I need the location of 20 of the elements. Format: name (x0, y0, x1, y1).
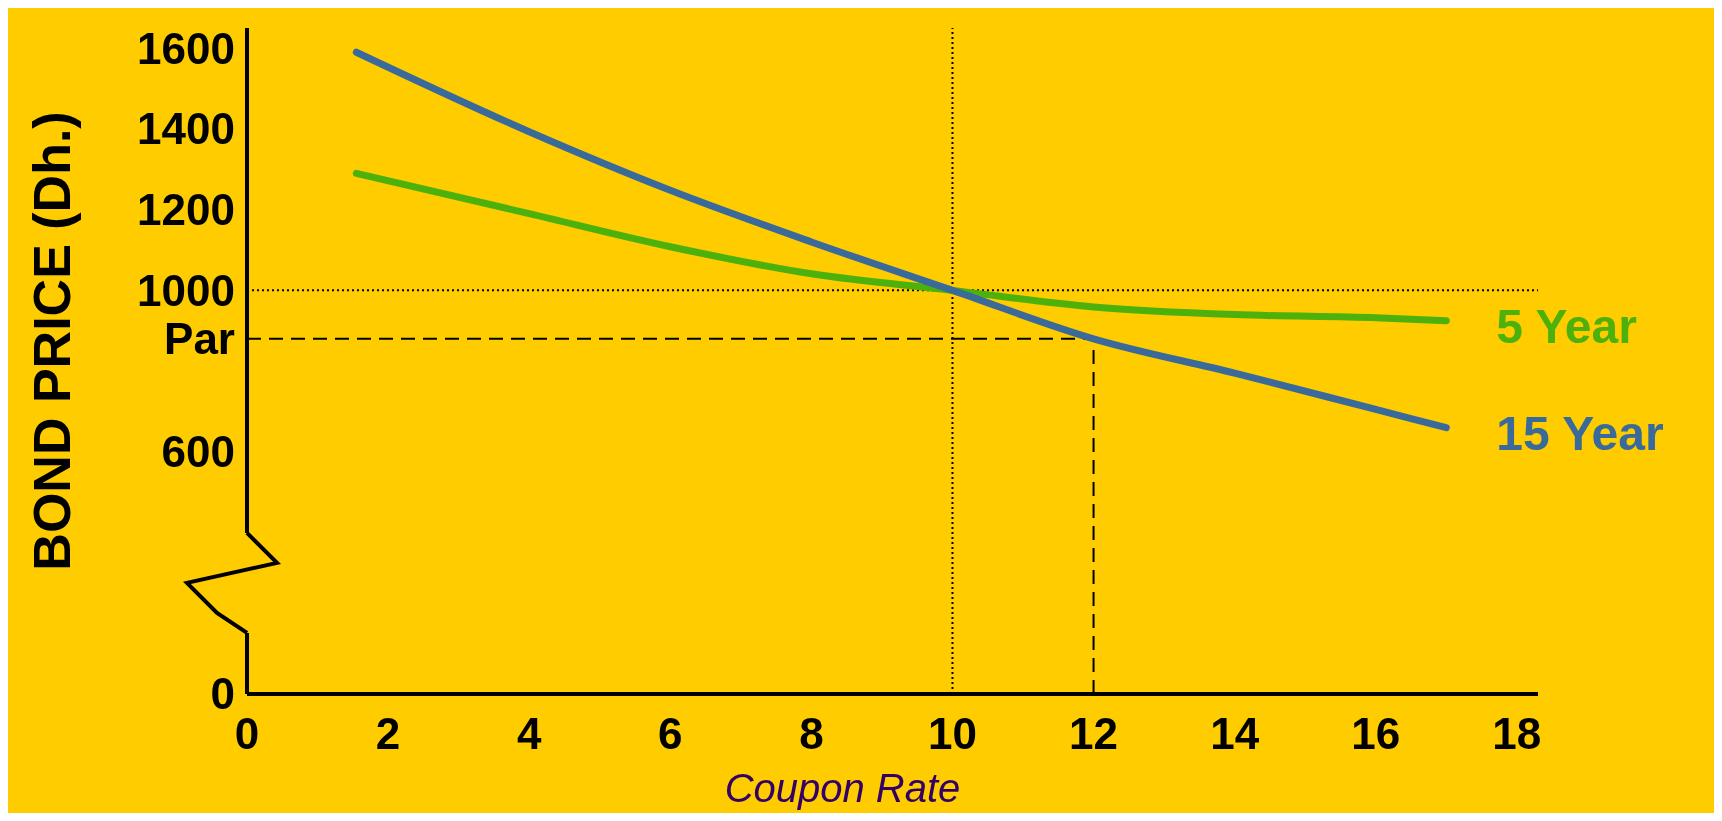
x-tick-label: 14 (1210, 709, 1260, 758)
y-tick-label: 1600 (137, 23, 235, 73)
x-tick-label: 18 (1492, 709, 1542, 758)
y-tick-label: 1000 (137, 265, 235, 315)
x-tick-label: 16 (1351, 709, 1401, 758)
x-axis-title: Coupon Rate (724, 766, 961, 810)
series-label: 5 Year (1496, 299, 1637, 353)
y-tick-label: 1200 (137, 185, 235, 235)
y-tick-label: 0 (210, 669, 235, 719)
x-tick-label: 8 (799, 709, 824, 758)
y-tick-label: 1400 (137, 104, 235, 154)
y-tick-label: 600 (161, 427, 235, 477)
y-axis-title: BOND PRICE (Dh.) (23, 111, 81, 571)
x-tick-label: 6 (658, 709, 683, 758)
y-tick-label: Par (164, 314, 235, 364)
x-tick-label: 12 (1069, 709, 1119, 758)
x-tick-label: 2 (375, 709, 401, 758)
series-label: 15 Year (1496, 406, 1664, 460)
x-tick-label: 10 (927, 709, 977, 758)
x-tick-label: 4 (516, 709, 542, 758)
